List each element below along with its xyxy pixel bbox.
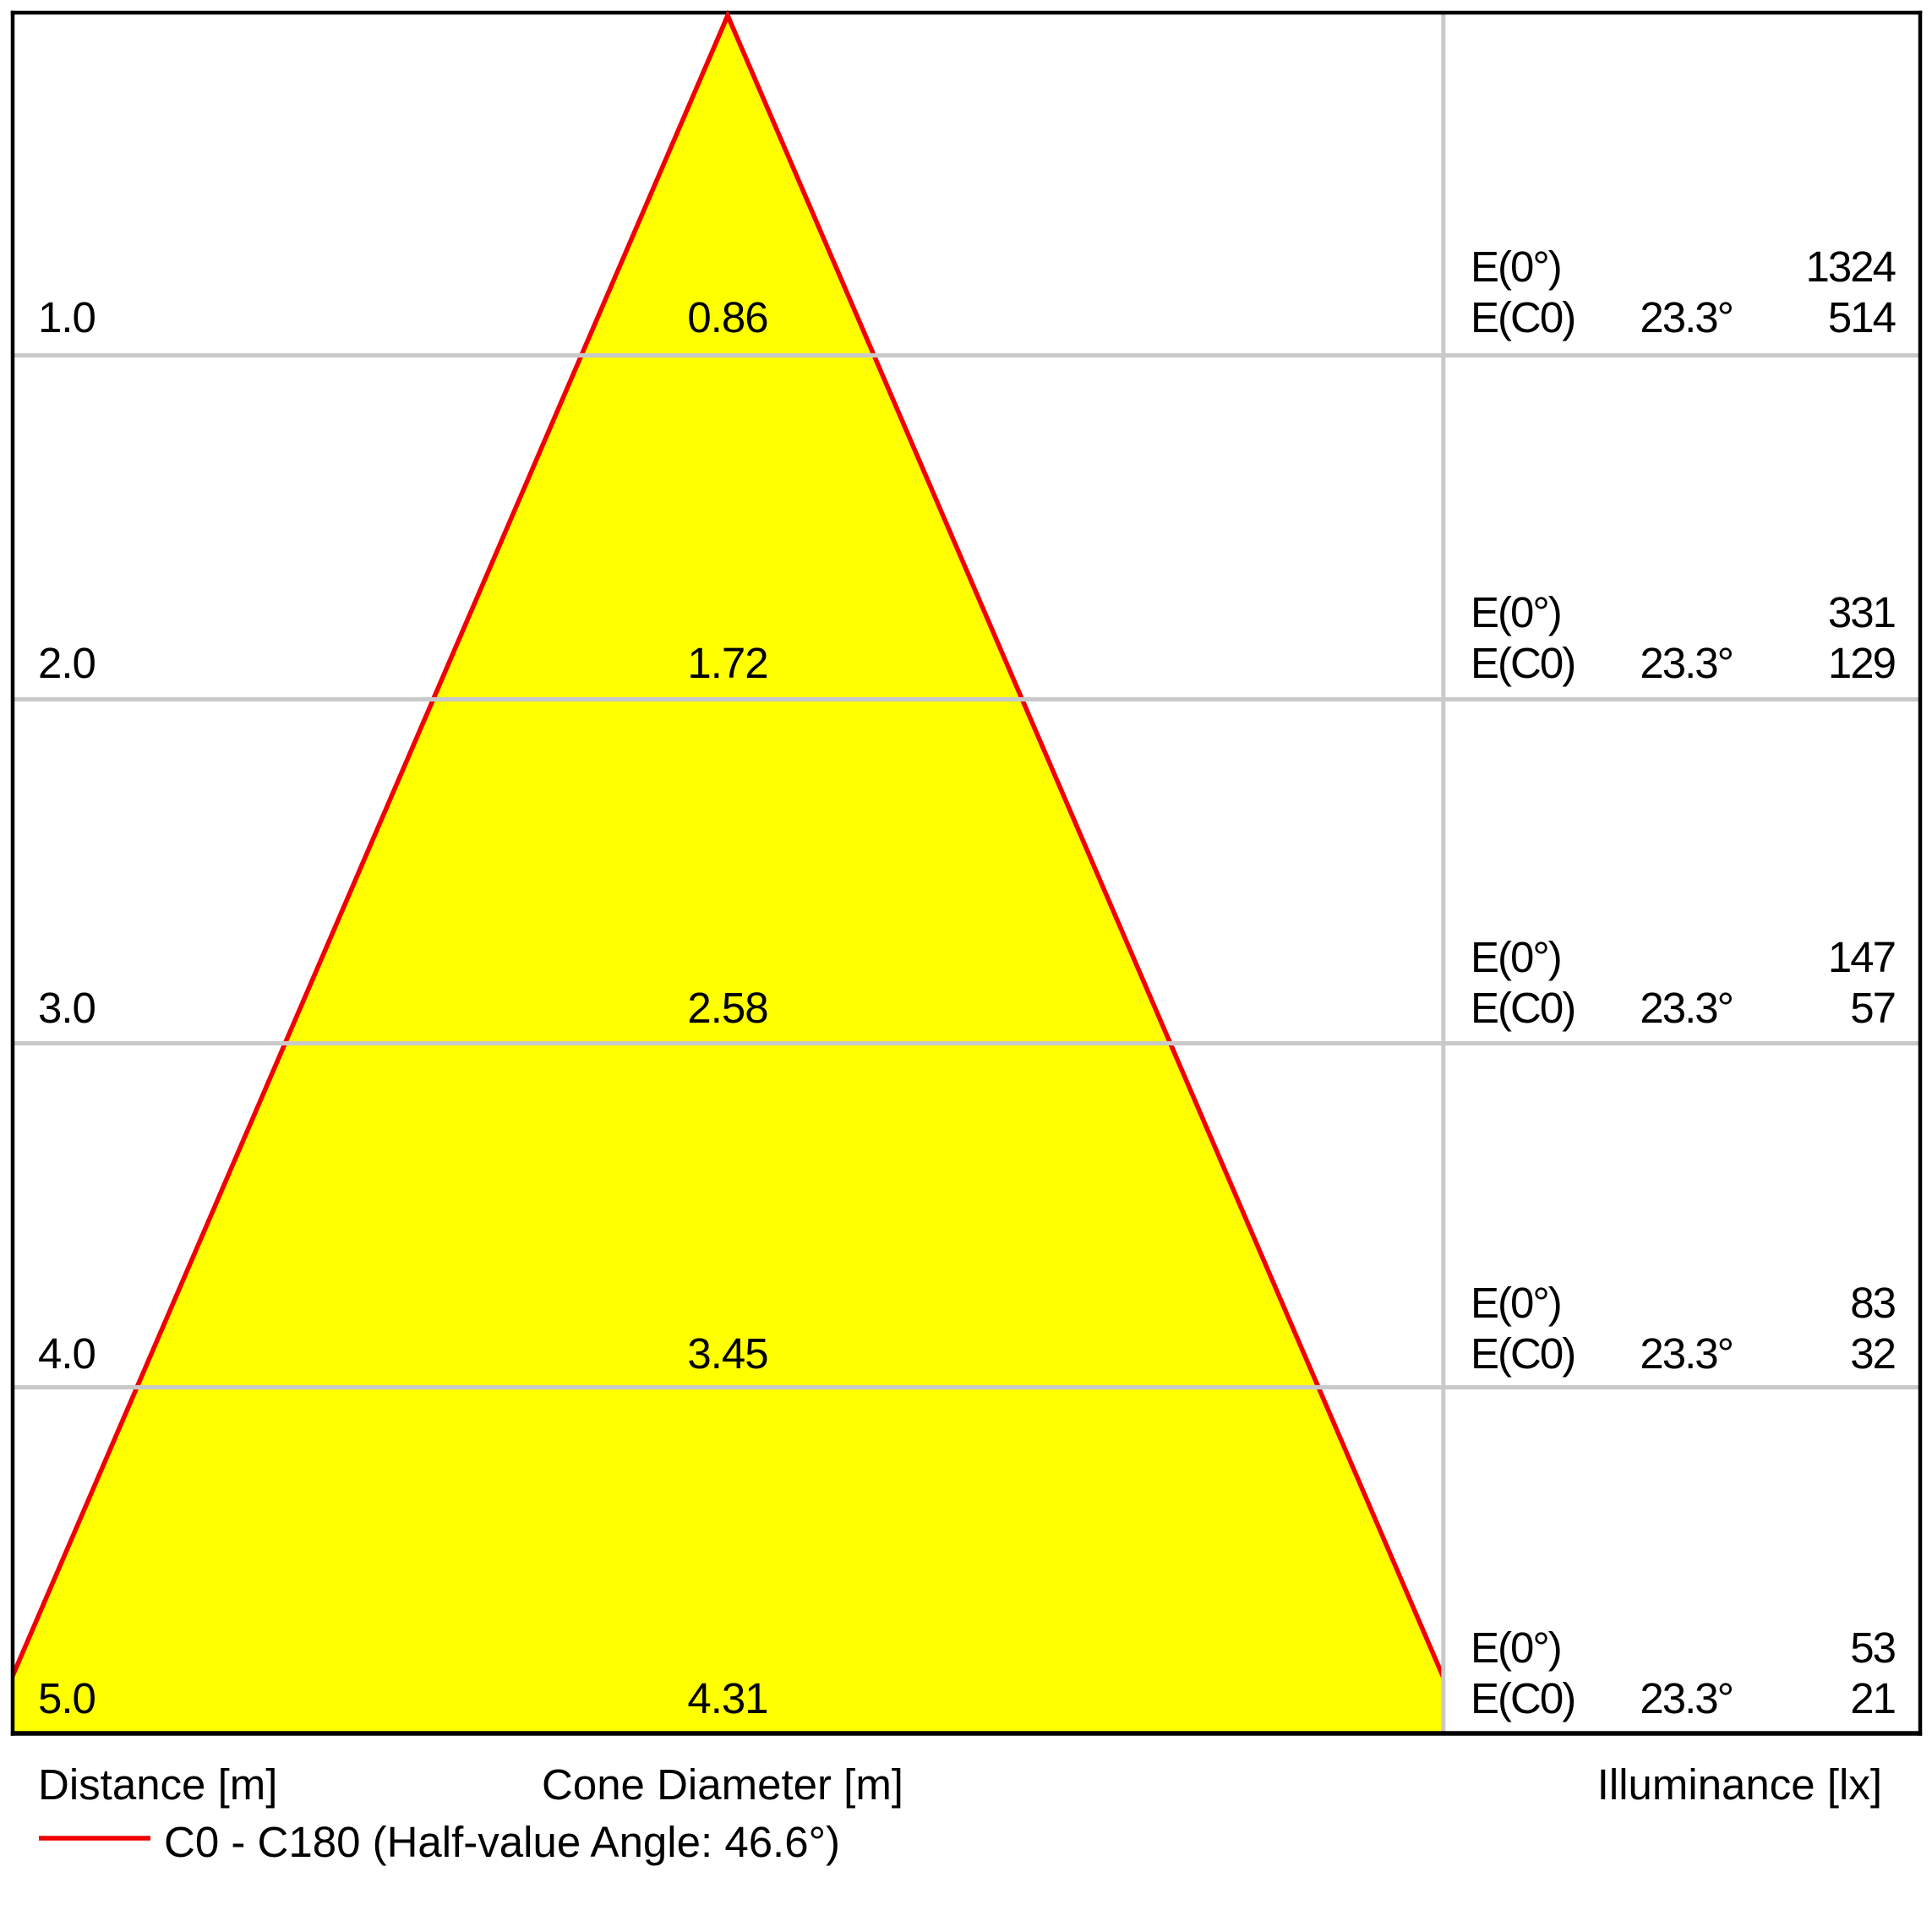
svg-text:23.3°: 23.3° bbox=[1640, 984, 1733, 1032]
svg-text:83: 83 bbox=[1850, 1279, 1895, 1327]
svg-text:E(0°): E(0°) bbox=[1471, 1624, 1561, 1672]
svg-text:4.31: 4.31 bbox=[687, 1674, 767, 1722]
svg-text:1.0: 1.0 bbox=[38, 293, 96, 341]
svg-text:3.45: 3.45 bbox=[687, 1329, 767, 1378]
svg-text:1324: 1324 bbox=[1806, 243, 1896, 291]
svg-text:E(0°): E(0°) bbox=[1471, 588, 1561, 636]
svg-text:514: 514 bbox=[1828, 293, 1896, 341]
svg-text:147: 147 bbox=[1828, 933, 1895, 981]
svg-text:E(0°): E(0°) bbox=[1471, 243, 1561, 291]
svg-text:129: 129 bbox=[1828, 639, 1895, 687]
svg-text:32: 32 bbox=[1850, 1329, 1895, 1378]
svg-text:23.3°: 23.3° bbox=[1640, 293, 1733, 341]
svg-text:23.3°: 23.3° bbox=[1640, 639, 1733, 687]
svg-text:331: 331 bbox=[1828, 588, 1895, 636]
svg-text:E(C0): E(C0) bbox=[1471, 639, 1575, 687]
svg-text:3.0: 3.0 bbox=[38, 984, 96, 1032]
svg-text:5.0: 5.0 bbox=[38, 1674, 96, 1722]
svg-text:E(C0): E(C0) bbox=[1471, 1329, 1575, 1378]
svg-text:E(0°): E(0°) bbox=[1471, 933, 1561, 981]
svg-text:23.3°: 23.3° bbox=[1640, 1329, 1733, 1378]
svg-text:2.0: 2.0 bbox=[38, 639, 96, 687]
svg-text:57: 57 bbox=[1850, 984, 1895, 1032]
svg-text:2.58: 2.58 bbox=[687, 984, 767, 1032]
svg-text:E(0°): E(0°) bbox=[1471, 1279, 1561, 1327]
svg-text:Illuminance [lx]: Illuminance [lx] bbox=[1597, 1760, 1882, 1809]
svg-text:53: 53 bbox=[1850, 1624, 1895, 1672]
svg-text:0.86: 0.86 bbox=[687, 293, 767, 341]
svg-text:Cone Diameter [m]: Cone Diameter [m] bbox=[542, 1760, 903, 1809]
svg-text:C0 - C180 (Half-value Angle: 4: C0 - C180 (Half-value Angle: 46.6°) bbox=[164, 1818, 840, 1866]
svg-text:1.72: 1.72 bbox=[687, 639, 767, 687]
svg-text:E(C0): E(C0) bbox=[1471, 984, 1575, 1032]
svg-text:Distance [m]: Distance [m] bbox=[38, 1760, 277, 1809]
svg-text:23.3°: 23.3° bbox=[1640, 1674, 1733, 1722]
svg-text:4.0: 4.0 bbox=[38, 1329, 96, 1378]
svg-text:E(C0): E(C0) bbox=[1471, 293, 1575, 341]
svg-text:E(C0): E(C0) bbox=[1471, 1674, 1575, 1722]
svg-text:21: 21 bbox=[1850, 1674, 1895, 1722]
